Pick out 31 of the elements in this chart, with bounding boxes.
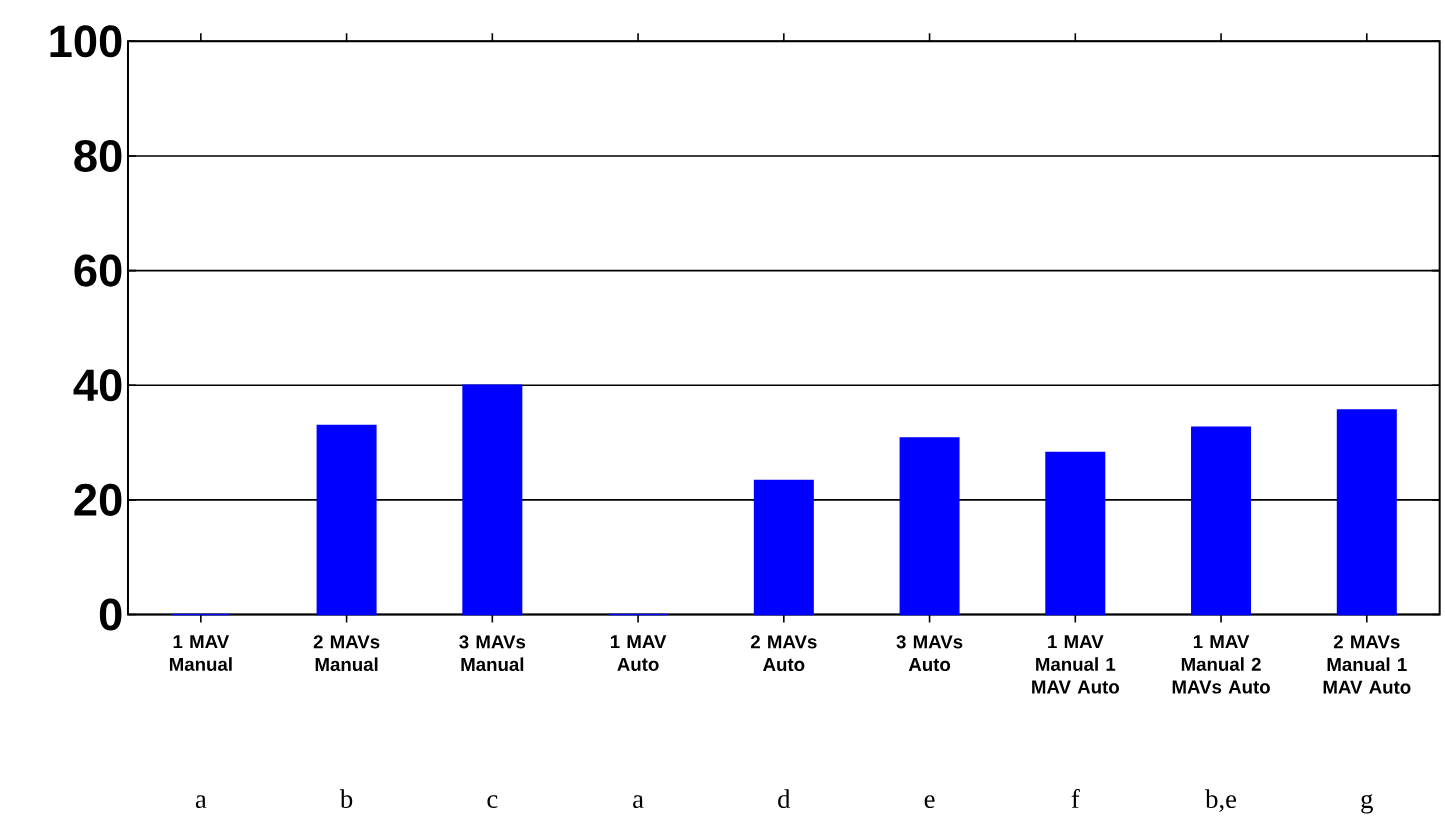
bar	[899, 437, 960, 616]
text: b	[339, 789, 353, 809]
x-tick-label: 1 MAV Auto	[610, 635, 667, 671]
x-tick-label: 3 MAVs Auto	[896, 635, 963, 672]
bar	[1045, 451, 1106, 616]
y-tick-label: 100	[50, 25, 122, 58]
y-tick-label: 80	[74, 140, 122, 173]
y-tick-label: 0	[99, 598, 122, 631]
text: a	[195, 795, 207, 809]
bar	[316, 424, 377, 616]
y-tick-label: 40	[73, 369, 122, 402]
x-tick-label: 3 MAVs Manual	[459, 635, 526, 672]
text: f	[1071, 789, 1080, 808]
x-tick-label: 2 MAVs Auto	[750, 635, 817, 672]
x-tick-label: 1 MAV Manual	[169, 635, 232, 671]
x-tick-label: 1 MAV Manual 1 MAV Auto	[1032, 635, 1119, 694]
x-tick-label: 1 MAV Manual 2 MAVs Auto	[1172, 635, 1270, 694]
text: e	[924, 795, 935, 809]
x-tick-label: 2 MAVs Manual	[313, 635, 380, 672]
text: g	[1361, 794, 1373, 814]
y-tick-label: 60	[74, 254, 122, 287]
x-tick-label: 2 MAVs Manual 1 MAV Auto	[1323, 635, 1411, 694]
y-tick-label: 20	[74, 483, 122, 517]
bar	[462, 384, 523, 616]
text: b,e	[1205, 789, 1237, 812]
text: c	[487, 795, 498, 809]
text: a	[633, 795, 644, 809]
text: d	[778, 789, 791, 809]
bar	[1336, 409, 1397, 616]
bar	[753, 479, 814, 616]
bar	[1191, 426, 1252, 616]
